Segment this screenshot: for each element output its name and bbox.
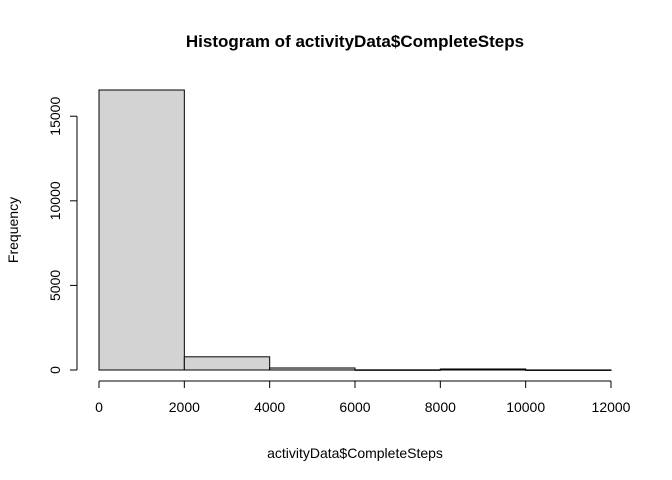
bars-group [98,89,612,371]
y-tick-label: 0 [47,366,63,374]
y-axis-label: Frequency [5,197,21,263]
histogram-bar [354,369,441,371]
histogram-bar [525,369,612,371]
x-tick-label: 0 [95,399,103,415]
x-tick-label: 8000 [425,399,456,415]
y-axis: 0 5000 10000 15000 [47,97,78,374]
x-tick-label: 12000 [592,399,631,415]
y-tick-label: 10000 [47,181,63,220]
histogram-bar [183,356,271,371]
x-axis-label: activityData$CompleteSteps [267,445,443,461]
y-tick-label: 15000 [47,97,63,136]
x-tick-label: 10000 [506,399,545,415]
x-tick-label: 6000 [339,399,370,415]
y-tick-label: 5000 [47,270,63,301]
histogram-bar [269,367,356,371]
chart-title: Histogram of activityData$CompleteSteps [186,32,524,51]
histogram-bar [439,368,527,371]
histogram-bar [98,89,185,371]
x-axis: 0 2000 4000 6000 8000 10000 12000 [95,380,631,415]
x-tick-label: 4000 [254,399,285,415]
x-tick-label: 2000 [169,399,200,415]
